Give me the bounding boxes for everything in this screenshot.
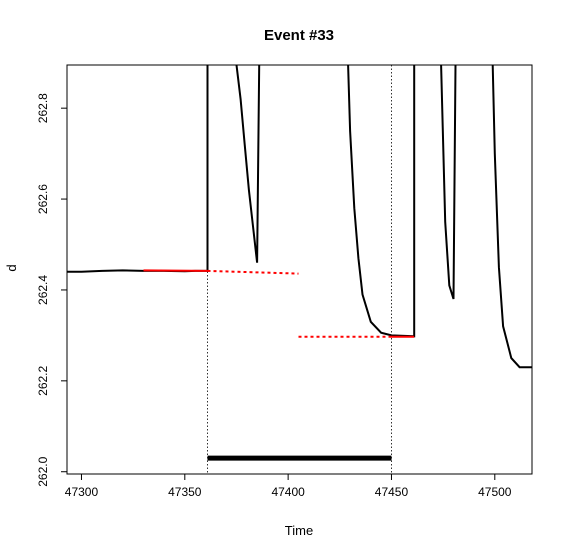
series-line-1	[67, 65, 209, 273]
y-axis-label: d	[4, 264, 19, 271]
x-tick-label: 47400	[271, 485, 305, 499]
plot-frame	[66, 64, 533, 475]
y-tick-label: 262.2	[36, 365, 50, 395]
x-tick-label: 47500	[478, 485, 512, 499]
x-axis: 47300 47350 47400 47450 47500	[65, 474, 512, 499]
fit-line-2	[207, 269, 299, 275]
x-tick-label: 47300	[65, 485, 99, 499]
x-axis-label: Time	[285, 523, 313, 538]
series-line-2	[235, 64, 261, 263]
fit-line-1	[143, 269, 208, 272]
y-tick-label: 262.8	[36, 93, 50, 123]
series-line-3	[347, 64, 416, 338]
x-tick-label: 47350	[168, 485, 202, 499]
y-tick-label: 262.0	[36, 456, 50, 486]
plot-marks	[67, 64, 532, 474]
y-tick-label: 262.6	[36, 184, 50, 214]
y-axis: 262.0 262.2 262.4 262.6 262.8	[36, 93, 67, 487]
y-tick-label: 262.4	[36, 275, 50, 305]
series-line-4	[440, 64, 457, 300]
series-line-5	[491, 64, 532, 369]
x-tick-label: 47450	[375, 485, 409, 499]
chart-title: Event #33	[264, 27, 334, 44]
